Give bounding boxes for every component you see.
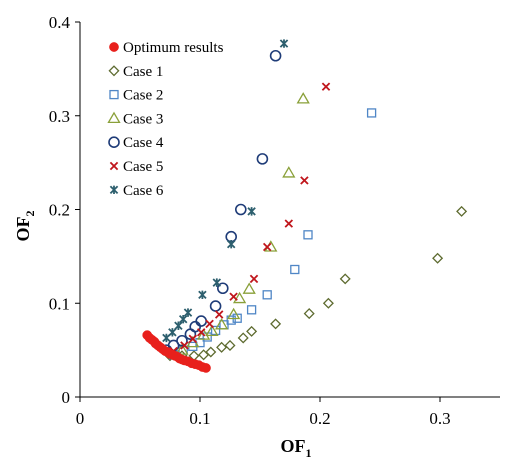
legend-item: Case 5 — [109, 159, 163, 175]
series-case-2 — [168, 108, 377, 360]
data-point — [107, 111, 121, 124]
data-point — [176, 334, 188, 347]
data-point — [175, 343, 189, 355]
y-tick-label: 0.1 — [49, 294, 70, 313]
data-point — [247, 207, 256, 216]
x-tick-label: 0 — [76, 409, 85, 428]
series-case-4 — [160, 49, 282, 356]
legend-label: Case 3 — [123, 111, 163, 127]
data-point — [108, 136, 120, 148]
data-point — [290, 264, 300, 275]
series-case-1 — [164, 205, 468, 362]
data-point — [212, 278, 222, 287]
x-axis-title: OF1 — [281, 436, 312, 460]
data-point — [201, 363, 211, 373]
data-point — [269, 49, 282, 62]
series-case-6 — [162, 39, 289, 343]
data-point — [109, 185, 119, 195]
data-point — [366, 108, 377, 118]
data-point — [303, 230, 313, 240]
data-point — [432, 252, 444, 264]
legend-label: Case 6 — [123, 183, 164, 199]
data-point — [214, 318, 229, 330]
data-point — [300, 176, 309, 185]
data-point — [456, 205, 468, 217]
plot-points — [142, 39, 468, 373]
data-point — [226, 239, 236, 249]
legend-label: Case 2 — [123, 88, 163, 104]
data-point — [246, 325, 258, 337]
data-point — [282, 166, 296, 178]
y-axis-title: OF2 — [13, 211, 37, 242]
data-point — [168, 328, 177, 337]
legend-item: Case 6 — [109, 183, 164, 199]
data-point — [195, 315, 207, 327]
data-point — [226, 307, 241, 320]
y-tick-label: 0.2 — [49, 201, 70, 220]
x-tick-label: 0.1 — [189, 409, 210, 428]
data-point — [246, 305, 257, 315]
data-point — [210, 325, 221, 336]
data-point — [235, 203, 247, 216]
data-point — [216, 341, 228, 353]
legend-item: Case 4 — [108, 135, 164, 151]
data-point — [205, 346, 217, 358]
x-tick-label: 0.2 — [309, 409, 330, 428]
data-point — [296, 92, 310, 104]
data-point — [262, 242, 272, 252]
legend-item: Optimum results — [109, 40, 224, 56]
y-tick-label: 0.4 — [49, 13, 71, 32]
data-point — [214, 310, 224, 319]
legend-item: Case 3 — [107, 111, 163, 127]
axes: 0 0.1 0.2 0.3 0.4 0 0.1 0.2 0.3 — [49, 13, 500, 428]
legend-label: Optimum results — [123, 40, 224, 56]
legend-label: Case 5 — [123, 159, 163, 175]
legend-item: Case 2 — [109, 88, 163, 104]
data-point — [205, 319, 214, 329]
data-point — [178, 314, 188, 324]
legend-item: Case 1 — [108, 64, 163, 80]
data-point — [232, 291, 247, 304]
data-point — [242, 282, 256, 294]
legend: Optimum results Case 1 Case 2 Case 3 Case 4 C… — [107, 40, 224, 199]
data-point — [270, 318, 282, 330]
data-point — [226, 315, 236, 325]
data-point — [109, 89, 119, 100]
series-optimum-results — [142, 330, 211, 373]
data-point — [322, 297, 334, 309]
x-tick-label: 0.3 — [429, 409, 450, 428]
legend-label: Case 4 — [123, 135, 164, 151]
data-point — [196, 328, 206, 337]
data-point — [339, 273, 351, 285]
data-point — [284, 219, 294, 228]
data-point — [249, 274, 259, 284]
data-point — [108, 65, 120, 77]
data-point — [209, 300, 222, 312]
legend-label: Case 1 — [123, 64, 163, 80]
data-point — [321, 82, 331, 91]
data-point — [262, 290, 272, 300]
data-point — [217, 282, 229, 295]
y-tick-label: 0.3 — [49, 107, 70, 126]
data-point — [188, 334, 198, 344]
data-point — [256, 153, 269, 165]
data-point — [237, 332, 249, 344]
series-case-3 — [175, 92, 310, 355]
data-point — [174, 321, 183, 330]
data-point — [183, 308, 193, 317]
data-point — [109, 42, 119, 52]
y-tick-label: 0 — [62, 388, 71, 407]
data-point — [198, 290, 207, 300]
data-point — [229, 292, 238, 301]
data-point — [279, 39, 289, 48]
data-point — [109, 161, 119, 171]
data-point — [205, 324, 219, 337]
data-point — [180, 341, 189, 350]
data-point — [224, 339, 236, 351]
data-point — [303, 308, 315, 320]
